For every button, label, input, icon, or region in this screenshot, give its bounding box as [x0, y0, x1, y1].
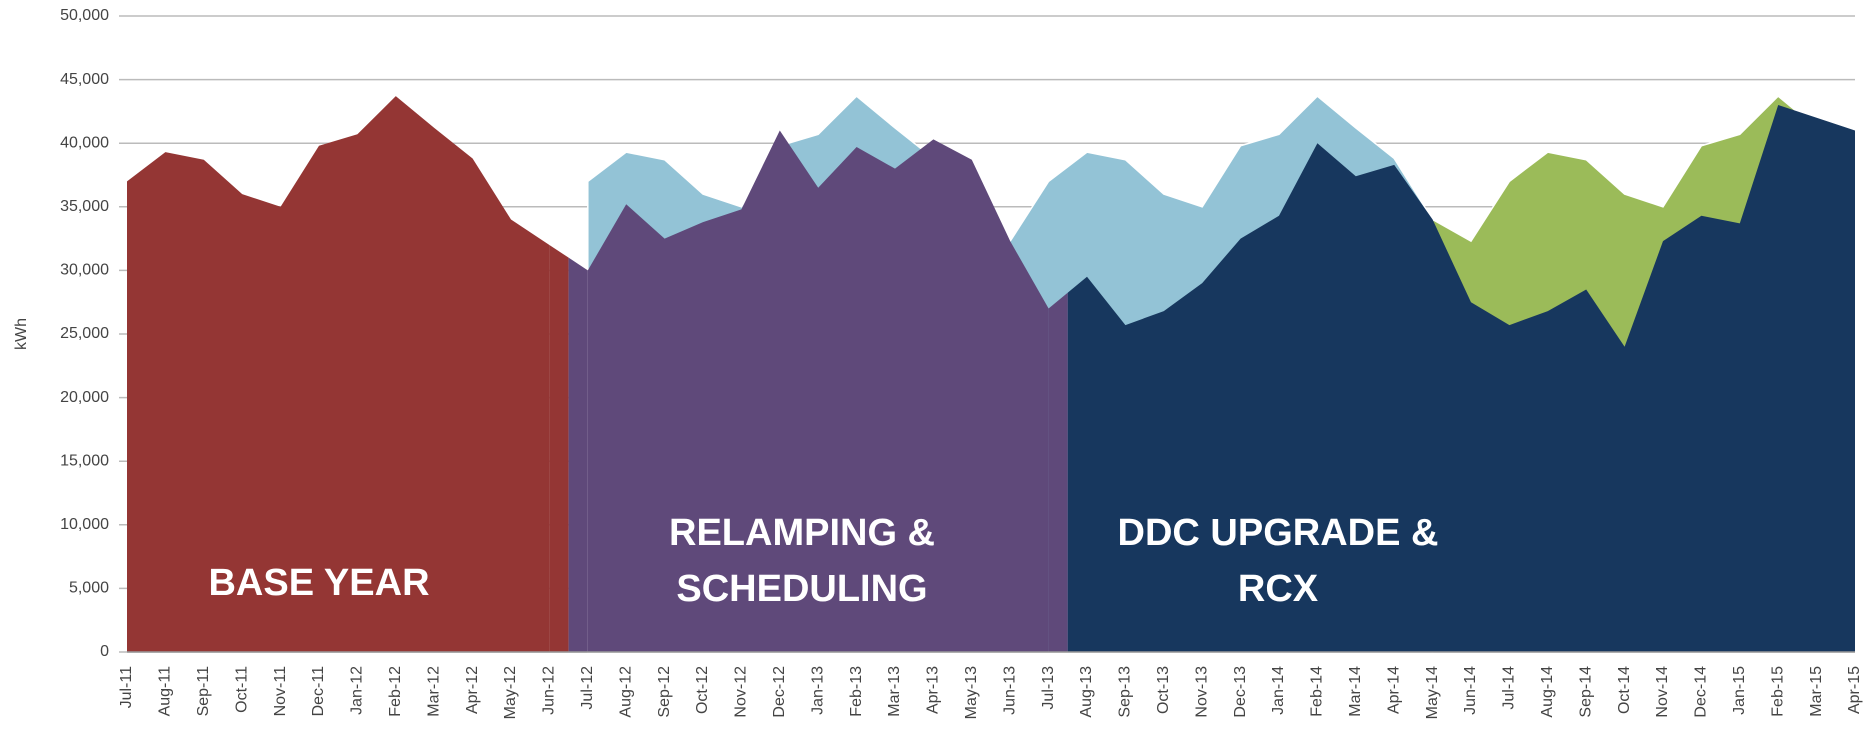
- y-tick-label: 45,000: [60, 71, 109, 88]
- x-tick-label: Aug-13: [1078, 666, 1095, 718]
- x-tick-label: Jan-15: [1731, 666, 1748, 715]
- x-tick-label: May-14: [1424, 666, 1441, 719]
- y-tick-label: 40,000: [60, 134, 109, 151]
- period-label: BASE YEAR: [208, 562, 430, 604]
- x-tick-label: Feb-14: [1309, 666, 1326, 717]
- x-tick-label: Dec-14: [1693, 666, 1710, 718]
- y-axis-label: kWh: [13, 318, 30, 350]
- x-tick-label: Apr-13: [925, 666, 942, 714]
- usage-joint: [1067, 276, 1087, 652]
- x-tick-label: Jul-14: [1501, 666, 1518, 710]
- x-tick-label: Feb-13: [848, 666, 865, 717]
- x-tick-label: Oct-11: [233, 666, 250, 713]
- x-tick-label: Nov-11: [272, 666, 289, 716]
- x-tick-label: Sep-12: [656, 666, 673, 718]
- usage-area: [1087, 105, 1855, 653]
- x-tick-label: Sep-11: [195, 666, 212, 717]
- x-tick-label: May-12: [502, 666, 519, 719]
- usage-area: [587, 130, 1049, 653]
- y-tick-label: 25,000: [60, 325, 109, 342]
- x-tick-label: Oct-14: [1616, 666, 1633, 714]
- y-tick-label: 10,000: [60, 516, 109, 533]
- x-tick-label: Jun-14: [1462, 666, 1479, 715]
- x-tick-label: Mar-12: [425, 666, 442, 717]
- x-tick-label: Apr-15: [1846, 666, 1863, 714]
- x-tick-label: Mar-15: [1808, 666, 1825, 717]
- y-tick-label: 0: [100, 643, 109, 660]
- period-label: RELAMPING & SCHEDULING: [669, 512, 935, 610]
- x-tick-label: Dec-13: [1232, 666, 1249, 718]
- usage-area: [127, 96, 550, 653]
- x-tick-label: Jul-12: [579, 666, 596, 710]
- y-tick-label: 20,000: [60, 389, 109, 406]
- usage-joint: [568, 257, 588, 652]
- x-tick-label: Nov-12: [733, 666, 750, 718]
- period-label: DDC UPGRADE & RCX: [1117, 512, 1439, 610]
- x-tick-label: May-13: [963, 666, 980, 719]
- x-tick-label: Dec-11: [310, 666, 327, 716]
- y-tick-label: 15,000: [60, 452, 109, 469]
- x-tick-label: Sep-13: [1117, 666, 1134, 718]
- x-tick-label: Oct-12: [694, 666, 711, 714]
- x-tick-label: Jul-13: [1040, 666, 1057, 710]
- y-tick-label: 5,000: [69, 580, 109, 597]
- x-tick-label: Apr-12: [464, 666, 481, 714]
- x-tick-label: Apr-14: [1385, 666, 1402, 714]
- x-tick-label: Aug-12: [617, 666, 634, 718]
- y-tick-label: 50,000: [60, 7, 109, 24]
- x-tick-label: Aug-14: [1539, 666, 1556, 718]
- x-tick-label: Jul-11: [118, 666, 135, 708]
- x-tick-label: Feb-12: [387, 666, 404, 717]
- x-tick-label: Oct-13: [1155, 666, 1172, 714]
- x-tick-label: Aug-11: [157, 666, 174, 717]
- x-tick-label: Jun-12: [541, 666, 558, 715]
- x-tick-label: Jan-12: [349, 666, 366, 715]
- x-tick-label: Feb-15: [1769, 666, 1786, 717]
- x-tick-label: Jan-14: [1270, 666, 1287, 715]
- usage-joint: [549, 244, 569, 652]
- x-tick-label: Mar-13: [886, 666, 903, 717]
- usage-joint: [1048, 292, 1068, 652]
- y-tick-label: 35,000: [60, 198, 109, 215]
- y-tick-label: 30,000: [60, 262, 109, 279]
- x-tick-label: Mar-14: [1347, 666, 1364, 717]
- x-tick-label: Nov-14: [1654, 666, 1671, 718]
- x-tick-label: Sep-14: [1577, 666, 1594, 718]
- x-tick-label: Dec-12: [771, 666, 788, 718]
- x-tick-label: Jun-13: [1001, 666, 1018, 715]
- x-tick-label: Jan-13: [809, 666, 826, 715]
- x-tick-label: Nov-13: [1193, 666, 1210, 718]
